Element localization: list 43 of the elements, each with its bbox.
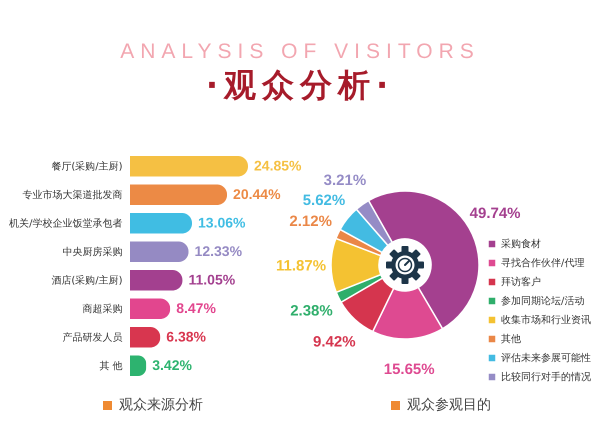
- bar: [130, 156, 248, 177]
- data-label: 2.12%: [289, 213, 332, 230]
- text: 观众来源分析: [119, 396, 203, 414]
- bar: [130, 298, 170, 320]
- y-tick-label: 产品研发人员: [62, 331, 122, 344]
- legend-label: 采购食材: [501, 238, 541, 250]
- y-tick-label: 商超采购: [82, 302, 122, 315]
- bar: [130, 212, 192, 234]
- data-label: 3.42%: [152, 356, 192, 373]
- bar: [130, 270, 182, 291]
- data-label: 12.33%: [194, 242, 243, 259]
- legend-label: 寻找合作伙伴/代理: [501, 257, 584, 269]
- legend-label: 参加同期论坛/活动: [501, 295, 584, 307]
- legend-label: 评估未来参展可能性: [501, 352, 591, 364]
- text: ANALYSIS OF VISITORS: [119, 40, 481, 64]
- bar: [130, 241, 189, 262]
- bar: [130, 326, 160, 348]
- legend-label: 比较同行对手的情况: [501, 371, 591, 383]
- bar: [130, 184, 228, 206]
- legend-label: 拜访客户: [501, 276, 541, 288]
- data-label: 8.47%: [176, 300, 216, 316]
- data-label: 24.85%: [254, 157, 302, 174]
- text: ·观众分析·: [204, 65, 396, 106]
- data-label: 15.65%: [384, 360, 435, 378]
- data-label: 3.21%: [324, 172, 366, 190]
- data-label: 6.38%: [166, 328, 207, 344]
- y-tick-label: 酒店(采购/主厨): [51, 274, 123, 286]
- y-tick-label: 机关/学校企业饭堂承包者: [9, 217, 122, 230]
- text: 观众参观目的: [407, 396, 491, 414]
- y-tick-label: 其 他: [99, 360, 122, 372]
- data-label: 20.44%: [233, 186, 282, 202]
- y-tick-label: 餐厅(采购/主厨): [51, 160, 123, 172]
- legend-label: 其他: [501, 333, 521, 345]
- data-label: 13.06%: [198, 214, 246, 230]
- legend-label: 收集市场和行业资讯: [501, 314, 591, 326]
- data-label: 9.42%: [313, 333, 356, 350]
- data-label: 49.74%: [470, 205, 521, 222]
- y-tick-label: 专业市场大渠道批发商: [22, 188, 122, 201]
- y-tick-label: 中央厨房采购: [62, 246, 122, 258]
- data-label: 5.62%: [302, 192, 346, 209]
- data-label: 11.87%: [276, 258, 326, 275]
- data-label: 11.05%: [188, 271, 236, 288]
- data-label: 2.38%: [290, 302, 333, 320]
